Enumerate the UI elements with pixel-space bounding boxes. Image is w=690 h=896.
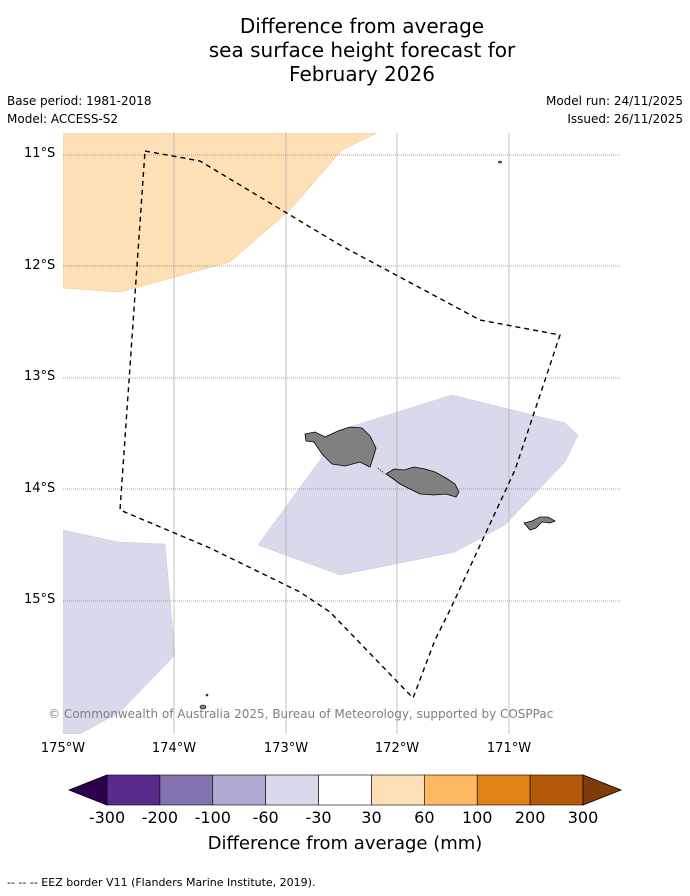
model-run: Model run: 24/11/2025	[545, 94, 683, 108]
islet	[498, 160, 502, 164]
colorbar-segment	[106, 774, 161, 806]
lon-label: 171°W	[486, 741, 532, 756]
lon-label: 172°W	[374, 741, 420, 756]
eez-legend-footnote: -- -- -- EEZ border V11 (Flanders Marine…	[7, 876, 316, 889]
issued-date: Issued: 26/11/2025	[567, 112, 683, 126]
lat-label: 13°S	[24, 369, 56, 384]
colorbar-segment	[265, 774, 319, 806]
colorbar-extend-high	[582, 774, 623, 806]
colorbar-tick-label: 100	[461, 808, 493, 827]
colorbar-segment	[318, 774, 372, 806]
colorbar-segment	[424, 774, 478, 806]
title-line-3: February 2026	[289, 62, 435, 86]
chart-title: Difference from average sea surface heig…	[0, 14, 690, 86]
colorbar-tick-label: -200	[141, 808, 179, 827]
upolu-island	[385, 466, 460, 498]
colorbar-segment	[159, 774, 214, 806]
gridlines	[173, 133, 510, 734]
islet	[205, 693, 209, 697]
lon-label: 174°W	[151, 741, 197, 756]
model-name: Model: ACCESS-S2	[7, 112, 119, 126]
colorbar-tick-label: -30	[305, 808, 332, 827]
colorbar-title: Difference from average (mm)	[207, 833, 483, 854]
colorbar-segment	[371, 774, 425, 806]
colorbar-segment	[529, 774, 584, 806]
colorbar-tick-label: -60	[252, 808, 279, 827]
lat-label: 14°S	[24, 481, 56, 496]
lon-label: 173°W	[263, 741, 309, 756]
sea-level-region-negative-southwest	[63, 529, 176, 734]
lon-label: 175°W	[40, 741, 86, 756]
colorbar-tick-label: -100	[194, 808, 231, 827]
colorbar-tick-label: -300	[88, 808, 126, 827]
colorbar-segment	[476, 774, 531, 806]
base-period: Base period: 1981-2018	[7, 94, 152, 108]
lat-label: 15°S	[24, 592, 56, 607]
colorbar-tick-label: 300	[567, 808, 599, 827]
islet	[199, 704, 207, 710]
sea-level-region-positive	[63, 133, 378, 293]
title-line-1: Difference from average	[239, 14, 485, 38]
copyright-notice: © Commonwealth of Australia 2025, Bureau…	[48, 707, 554, 721]
title-line-2: sea surface height forecast for	[208, 38, 516, 62]
lat-label: 11°S	[24, 146, 56, 161]
savaii-island	[304, 426, 377, 468]
eez-border	[119, 150, 561, 700]
lat-gridlines	[63, 154, 620, 602]
colorbar-extend-low	[67, 774, 108, 806]
colorbar-tick-label: 200	[514, 808, 546, 827]
colorbar-tick-label: 60	[414, 808, 435, 827]
colorbar-segment	[212, 774, 266, 806]
lat-label: 12°S	[24, 258, 56, 273]
tutuila-island	[523, 516, 556, 531]
colorbar-tick-label: 30	[361, 808, 382, 827]
